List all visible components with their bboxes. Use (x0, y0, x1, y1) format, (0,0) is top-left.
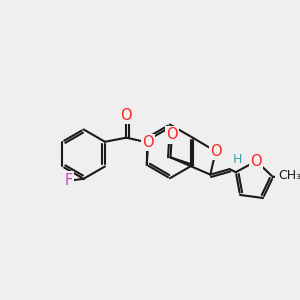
Text: O: O (250, 154, 262, 169)
Text: F: F (64, 172, 73, 188)
Text: H: H (232, 153, 242, 166)
Text: O: O (210, 144, 221, 159)
Text: O: O (142, 135, 154, 150)
Text: O: O (166, 128, 178, 142)
Text: CH₃: CH₃ (278, 169, 300, 182)
Text: O: O (121, 108, 132, 123)
